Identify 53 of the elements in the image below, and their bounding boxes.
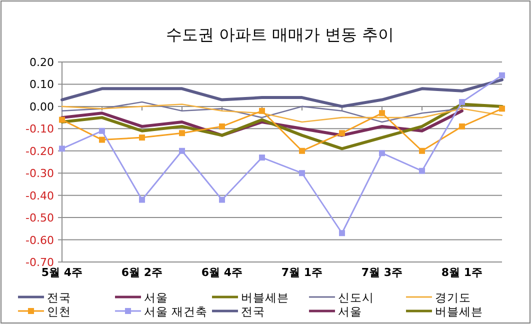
line-series	[61, 101, 463, 123]
legend-label: 전국	[241, 304, 265, 318]
point	[259, 154, 265, 161]
legend-label: 서울	[338, 304, 362, 318]
y-tick-label: 0.20	[30, 56, 54, 69]
point	[299, 148, 305, 154]
point	[219, 196, 225, 203]
point	[379, 110, 385, 116]
y-tick-label: -0.30	[26, 167, 54, 180]
point	[219, 123, 225, 130]
point	[339, 130, 345, 136]
point	[379, 150, 385, 156]
point	[139, 134, 145, 141]
point	[59, 116, 65, 123]
y-tick-label: -0.20	[26, 144, 54, 158]
point	[259, 108, 265, 114]
legend-label: 경기도	[435, 290, 471, 304]
point	[459, 123, 465, 130]
x-tick-label: 7월 1주	[281, 266, 323, 279]
line-series	[60, 78, 504, 108]
y-tick-label: -0.60	[26, 234, 54, 247]
legend-label: 버블세븐	[241, 290, 289, 304]
legend-label: 서울	[144, 290, 168, 304]
legend-label: 서울 재건축	[144, 304, 208, 318]
y-tick-label: 0.10	[30, 78, 54, 92]
x-tick-label: 7월 3주	[361, 266, 403, 279]
legend-label: 신도시	[338, 290, 374, 304]
point	[299, 170, 305, 176]
point	[179, 148, 185, 154]
x-tick-label: 6월 4주	[201, 266, 243, 279]
point	[99, 128, 105, 134]
point	[499, 106, 505, 112]
y-tick-label: -0.50	[26, 212, 54, 225]
point	[459, 99, 465, 105]
point	[419, 148, 425, 154]
y-tick-label: 0.00	[30, 100, 54, 114]
y-tick-label: -0.10	[26, 122, 54, 136]
chart-title: 수도권 아파트 매매가 변동 추이	[166, 25, 394, 44]
x-tick-label: 5월 4주	[41, 266, 83, 279]
legend-label: 버블세븐	[435, 304, 483, 318]
y-tick-label: -0.70	[26, 256, 54, 269]
x-tick-label: 6월 2주	[121, 266, 163, 279]
legend-label: 전국	[47, 290, 71, 304]
x-tick-label: 8월 1주	[441, 266, 483, 279]
point	[99, 136, 105, 143]
point	[339, 230, 345, 236]
point	[419, 168, 425, 174]
legend-label: 인천	[47, 304, 71, 318]
point	[179, 130, 185, 136]
y-tick-label: -0.40	[26, 189, 54, 202]
line-series	[61, 104, 503, 123]
point	[499, 72, 505, 78]
point	[139, 196, 145, 203]
